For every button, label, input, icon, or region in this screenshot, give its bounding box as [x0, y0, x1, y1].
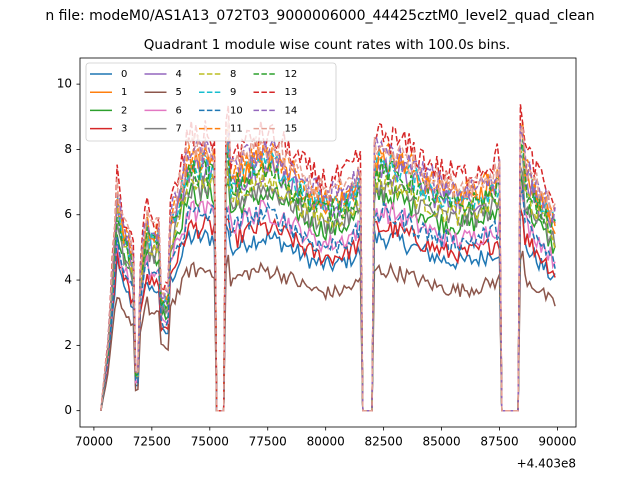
legend-label-6: 6 [176, 105, 182, 116]
series-line-13 [100, 104, 556, 412]
legend-box [85, 62, 337, 142]
x-tick-label: 90000 [538, 435, 576, 449]
axes: 70000 72500 75000 77500 80000 82500 85000 87500… [57, 57, 577, 449]
legend-label-3: 3 [121, 124, 127, 135]
series-line-10 [100, 189, 556, 412]
y-tick-label: 2 [64, 338, 72, 352]
series-line-7 [100, 163, 556, 412]
legend-label-13: 13 [285, 87, 298, 98]
series-lines [100, 104, 556, 412]
x-tick-label: 85000 [422, 435, 460, 449]
legend-label-7: 7 [176, 124, 182, 135]
x-tick-label: 70000 [75, 435, 113, 449]
legend-label-9: 9 [230, 87, 236, 98]
x-tick-label: 87500 [480, 435, 518, 449]
series-line-15 [100, 120, 556, 412]
y-tick-label: 8 [64, 142, 72, 156]
legend-label-2: 2 [121, 105, 127, 116]
y-tick-label: 0 [64, 403, 72, 417]
legend-label-15: 15 [285, 124, 298, 135]
legend-label-11: 11 [230, 124, 243, 135]
legend-label-0: 0 [121, 69, 127, 80]
legend-label-10: 10 [230, 105, 243, 116]
y-tick-label: 10 [57, 77, 72, 91]
series-line-8 [100, 149, 556, 412]
series-line-0 [100, 212, 556, 412]
x-tick-label: 77500 [249, 435, 287, 449]
x-tick-label: 75000 [191, 435, 229, 449]
x-tick-label: 80000 [307, 435, 345, 449]
legend-label-4: 4 [176, 69, 182, 80]
legend-label-5: 5 [176, 87, 182, 98]
axes-frame [79, 57, 577, 428]
series-line-12 [100, 139, 556, 412]
x-tick-label: 72500 [133, 435, 171, 449]
series-line-3 [100, 208, 556, 412]
x-offset-label: +4.403e8 [517, 457, 576, 471]
legend-label-14: 14 [285, 105, 298, 116]
figure-suptitle: n file: modeM0/AS1A13_072T03_9000006000_… [45, 8, 594, 24]
legend-label-8: 8 [230, 69, 236, 80]
y-tick-label: 4 [64, 273, 72, 287]
chart-title: Quadrant 1 module wise count rates with … [144, 37, 510, 53]
x-tick-label: 82500 [365, 435, 403, 449]
legend-label-1: 1 [121, 87, 127, 98]
series-line-5 [100, 250, 556, 412]
y-tick-label: 6 [64, 207, 72, 221]
series-line-6 [100, 182, 556, 412]
series-line-2 [100, 171, 556, 412]
legend-label-12: 12 [285, 69, 298, 80]
